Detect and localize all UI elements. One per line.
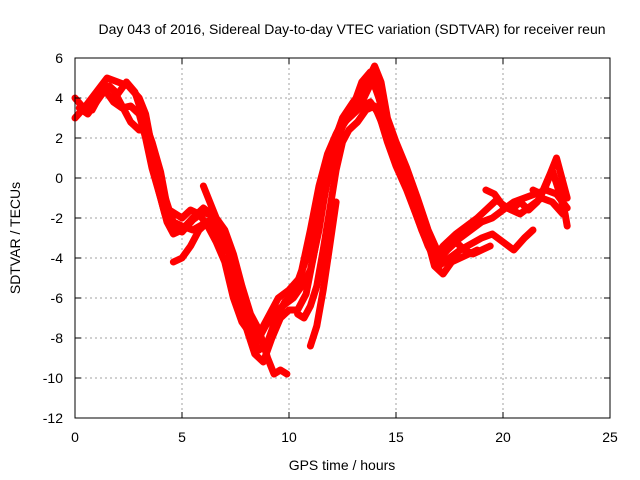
y-tick-label: -8 bbox=[51, 330, 64, 346]
x-tick-label: 0 bbox=[71, 429, 79, 445]
y-tick-label: 0 bbox=[55, 170, 63, 186]
x-tick-label: 5 bbox=[178, 429, 186, 445]
markers-sat-track-7 bbox=[294, 103, 481, 321]
y-tick-label: 6 bbox=[55, 50, 63, 66]
x-tick-label: 20 bbox=[495, 429, 511, 445]
markers-sat-track-10 bbox=[530, 155, 571, 201]
markers-sat-track-8 bbox=[307, 199, 340, 349]
markers-sat-track-6 bbox=[170, 219, 228, 265]
chart-title: Day 043 of 2016, Sidereal Day-to-day VTE… bbox=[98, 21, 605, 37]
y-tick-label: -2 bbox=[51, 210, 64, 226]
x-axis-title: GPS time / hours bbox=[289, 457, 396, 473]
plot-frame bbox=[74, 57, 611, 419]
y-tick-label: -6 bbox=[51, 290, 64, 306]
grid-lines bbox=[75, 58, 610, 418]
markers-sat-track-5 bbox=[200, 183, 290, 377]
axis-ticks: 0 5 10 15 20 25 -12 -10 -8 -6 -4 -2 0 2 4 6 bbox=[43, 50, 618, 445]
trace-sat-track-5 bbox=[199, 182, 291, 378]
y-tick-label: 4 bbox=[55, 90, 63, 106]
x-tick-label: 15 bbox=[388, 429, 404, 445]
y-axis-title: SDTVAR / TECUs bbox=[7, 182, 23, 294]
trace-sat-track-7 bbox=[294, 102, 481, 322]
y-tick-label: 2 bbox=[55, 130, 63, 146]
trace-sat-track-10 bbox=[529, 154, 571, 202]
trace-sat-track-9 bbox=[482, 166, 571, 230]
x-tick-label: 10 bbox=[281, 429, 297, 445]
x-tick-label: 25 bbox=[602, 429, 618, 445]
y-tick-label: -12 bbox=[43, 410, 63, 426]
data-traces bbox=[71, 62, 571, 378]
y-tick-label: -10 bbox=[43, 370, 63, 386]
y-tick-label: -4 bbox=[51, 250, 64, 266]
